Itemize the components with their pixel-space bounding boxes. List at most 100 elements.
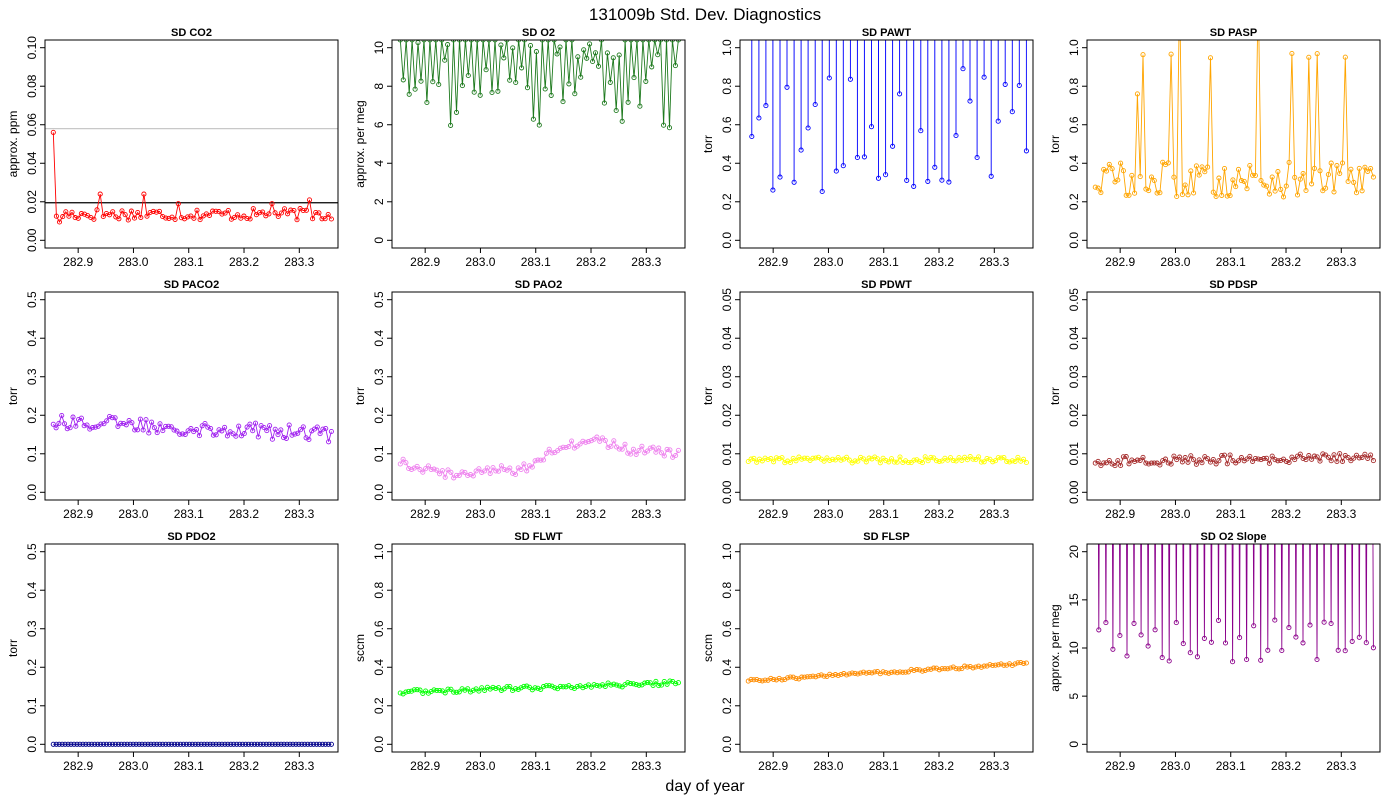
data-point: [552, 685, 558, 691]
y-tick-label: 1.0: [372, 543, 386, 560]
y-tick-label: 20: [1067, 545, 1081, 559]
data-point: [328, 741, 334, 747]
data-point: [160, 428, 166, 434]
data-point: [1325, 171, 1331, 178]
x-tick-label: 283.0: [813, 759, 843, 773]
data-point: [244, 215, 250, 222]
data-point: [445, 686, 451, 692]
y-tick-label: 0.00: [720, 480, 734, 504]
data-point: [1286, 625, 1292, 631]
data-point: [1187, 650, 1193, 656]
data-point: [142, 741, 148, 747]
x-tick-label: 283.0: [1160, 255, 1190, 269]
data-point: [219, 741, 225, 747]
data-point: [574, 683, 580, 690]
panel-title: SD PAWT: [862, 27, 912, 39]
data-point: [939, 458, 945, 464]
data-point: [1196, 172, 1202, 178]
data-point: [1328, 620, 1334, 627]
data-point: [292, 431, 298, 437]
data-point: [518, 466, 524, 473]
data-point: [1018, 659, 1024, 666]
x-tick-label: 282.9: [1105, 255, 1135, 269]
data-point: [68, 741, 74, 747]
y-tick-label: 0.01: [720, 442, 734, 466]
data-point: [861, 154, 867, 160]
data-point: [135, 209, 141, 216]
data-point: [224, 433, 230, 439]
data-point: [319, 741, 326, 747]
series-line: [52, 414, 332, 442]
data-point: [1162, 456, 1169, 462]
data-point: [777, 174, 783, 180]
y-tick-label: 0.2: [25, 659, 39, 676]
data-point: [804, 674, 810, 680]
data-point: [1294, 192, 1301, 198]
data-point: [75, 215, 81, 221]
data-point: [578, 74, 584, 80]
data-point: [945, 457, 951, 463]
data-point: [830, 672, 836, 679]
data-point: [799, 456, 805, 462]
data-point: [112, 415, 118, 421]
data-point: [442, 474, 448, 480]
y-tick-label: 0.0: [1067, 232, 1081, 249]
data-point: [281, 741, 287, 747]
y-tick-label: 0.02: [25, 190, 39, 214]
data-point: [1363, 640, 1369, 646]
data-point: [875, 175, 882, 181]
data-point: [141, 191, 147, 197]
data-point: [984, 455, 990, 462]
y-axis-label: torr: [1048, 135, 1062, 153]
data-point: [66, 213, 72, 219]
data-point: [976, 454, 982, 460]
y-axis-label: torr: [6, 639, 20, 657]
data-point: [914, 457, 920, 463]
y-tick-label: 0.3: [25, 620, 39, 637]
data-point: [1110, 646, 1116, 652]
data-point: [1252, 172, 1258, 179]
data-point: [587, 41, 593, 47]
data-point: [805, 125, 811, 131]
data-point: [841, 671, 847, 677]
y-tick-label: 0.5: [25, 291, 39, 308]
data-point: [946, 179, 952, 185]
data-point: [667, 447, 673, 453]
data-point: [109, 415, 115, 421]
data-point: [1328, 160, 1334, 166]
x-tick-label: 283.1: [521, 507, 551, 521]
x-tick-label: 283.1: [869, 507, 899, 521]
data-point: [178, 215, 184, 221]
data-point: [548, 92, 554, 98]
data-point: [639, 443, 645, 449]
data-point: [1012, 458, 1018, 464]
data-point: [763, 103, 769, 109]
data-point: [1006, 459, 1013, 465]
data-point: [569, 685, 575, 691]
data-point: [1261, 182, 1267, 188]
data-point: [900, 669, 906, 675]
panel-sd-pao2: SD PAO2 torr 0.0 0.1 0.2 0.3 0.4 0.5 282.9 283.0 2…: [353, 279, 686, 521]
data-point: [456, 689, 462, 695]
data-point: [779, 677, 785, 683]
data-point: [847, 76, 853, 82]
data-point: [608, 682, 614, 688]
data-point: [417, 467, 423, 473]
data-point: [614, 682, 620, 688]
data-point: [583, 683, 589, 689]
data-point: [100, 213, 106, 220]
data-point: [507, 465, 513, 471]
data-point: [1219, 192, 1225, 198]
plot-frame: [44, 291, 339, 501]
data-point: [431, 466, 437, 472]
data-point: [1015, 454, 1021, 460]
data-point: [1362, 451, 1368, 457]
data-point: [1279, 647, 1285, 654]
data-point: [1185, 459, 1191, 465]
data-point: [945, 666, 951, 672]
data-point: [1328, 458, 1334, 464]
y-tick-label: 0.0: [372, 484, 386, 501]
data-point: [89, 741, 95, 747]
data-point: [201, 741, 207, 747]
x-tick-label: 283.1: [1216, 507, 1246, 521]
